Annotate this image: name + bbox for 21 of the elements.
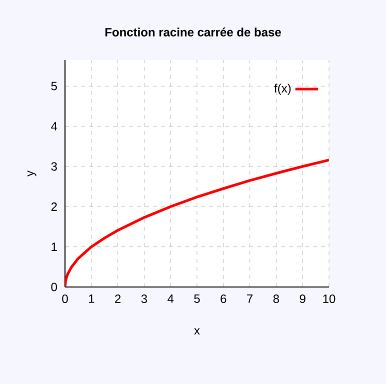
x-tick-label: 4 — [168, 294, 174, 303]
x-axis-title: x — [194, 328, 200, 335]
x-tick-label: 3 — [141, 294, 148, 304]
x-tick-label: 0 — [62, 294, 68, 304]
x-tick-label: 2 — [115, 294, 121, 303]
y-tick-label: 1 — [52, 242, 57, 251]
y-axis-title: y — [27, 170, 36, 176]
y-tick-label: 5 — [51, 82, 57, 90]
x-tick-label: 10 — [323, 294, 336, 304]
y-tick-label: 4 — [51, 122, 58, 130]
x-tick-label: 7 — [247, 294, 253, 303]
chart-title: Fonction racine carrée de base — [105, 28, 281, 36]
y-tick-label: 3 — [51, 162, 57, 171]
x-tick-label: 9 — [300, 294, 306, 304]
y-tick-label: 2 — [51, 202, 57, 211]
x-tick-label: 8 — [273, 294, 280, 304]
x-tick-label: 5 — [194, 294, 200, 303]
x-tick-label: 1 — [88, 294, 94, 303]
y-tick-label: 0 — [51, 282, 57, 292]
x-tick-label: 6 — [220, 294, 226, 304]
legend-label: f(x) — [274, 84, 291, 95]
